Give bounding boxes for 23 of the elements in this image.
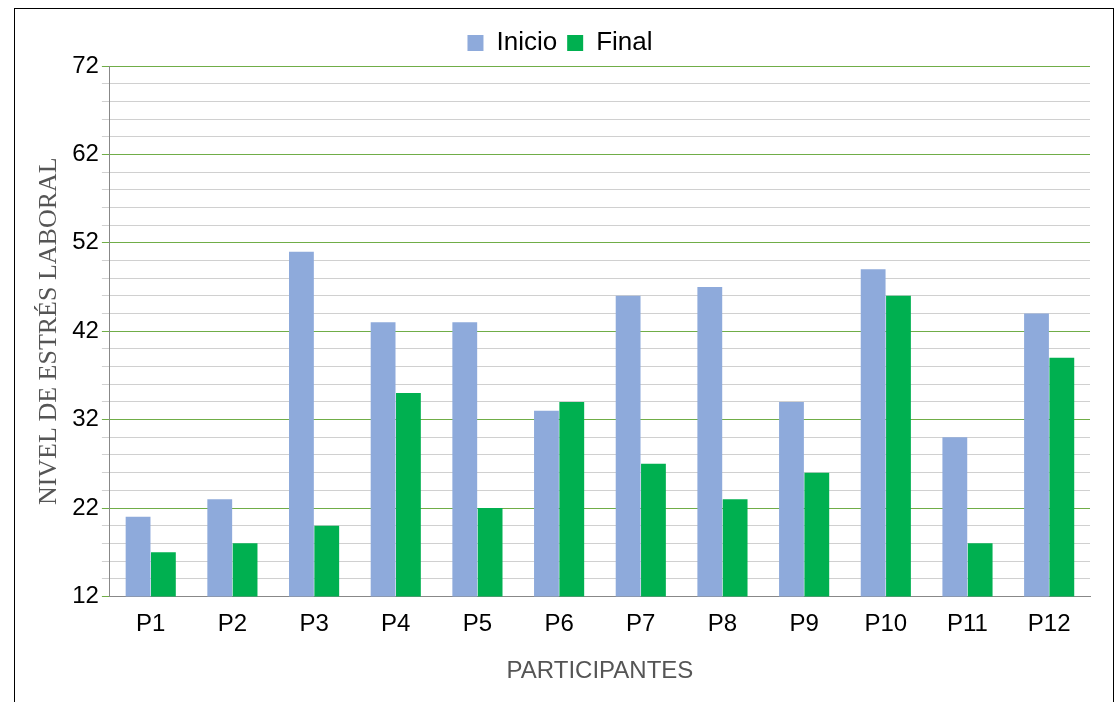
x-tick-label: P9 xyxy=(789,609,819,637)
y-tick-label: 42 xyxy=(72,315,99,343)
y-axis-title: NIVEL DE ESTRÉS LABORAL xyxy=(33,157,63,506)
y-tick-label: 32 xyxy=(72,404,99,432)
x-axis-title: PARTICIPANTES xyxy=(506,656,694,684)
x-tick-label: P2 xyxy=(217,609,248,637)
y-tick-label: 72 xyxy=(72,50,99,78)
x-tick-label: P10 xyxy=(864,609,908,637)
y-tick-label: 12 xyxy=(72,581,99,609)
y-tick-label: 52 xyxy=(72,227,99,255)
x-tick-label: P3 xyxy=(299,609,329,637)
x-tick-label: P5 xyxy=(462,609,493,637)
x-tick-label: P6 xyxy=(544,609,574,637)
legend-label: Final xyxy=(596,26,653,57)
legend-label: Inicio xyxy=(496,26,558,57)
x-tick-label: P7 xyxy=(626,609,656,637)
x-tick-label: P8 xyxy=(707,609,738,637)
x-tick-label: P11 xyxy=(947,609,988,637)
x-tick-label: P1 xyxy=(136,609,166,637)
x-tick-label: P4 xyxy=(381,609,411,637)
x-tick-label: P12 xyxy=(1027,609,1071,637)
y-tick-label: 22 xyxy=(72,492,99,520)
y-tick-label: 62 xyxy=(72,139,99,167)
